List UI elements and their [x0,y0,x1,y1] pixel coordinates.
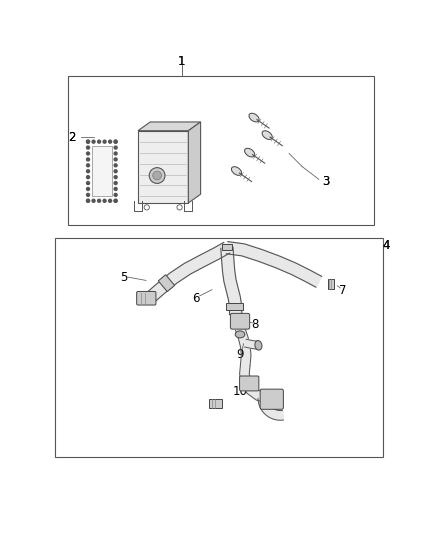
Circle shape [86,193,90,197]
Circle shape [97,140,101,144]
Text: 3: 3 [323,175,330,188]
Circle shape [86,181,90,185]
FancyBboxPatch shape [230,313,250,329]
Bar [222,244,232,250]
Circle shape [177,205,182,210]
Text: 3: 3 [323,175,330,188]
Polygon shape [146,243,230,303]
Ellipse shape [255,341,262,350]
Polygon shape [236,327,251,366]
FancyBboxPatch shape [137,292,156,305]
Polygon shape [188,122,201,203]
Circle shape [92,199,96,203]
Circle shape [113,146,118,150]
Bar [138,131,188,203]
Ellipse shape [262,131,272,140]
Circle shape [86,151,90,156]
Circle shape [86,140,90,144]
Circle shape [113,187,118,191]
Ellipse shape [235,331,245,338]
Text: 10: 10 [233,385,247,398]
Circle shape [113,151,118,156]
FancyBboxPatch shape [240,376,259,391]
Circle shape [86,146,90,150]
Text: 4: 4 [382,239,390,252]
Circle shape [113,199,118,203]
Text: 2: 2 [67,131,75,144]
Ellipse shape [244,148,255,157]
Bar [328,279,334,289]
Circle shape [102,140,107,144]
Polygon shape [221,247,242,314]
Circle shape [113,169,118,173]
Text: 9: 9 [236,349,244,361]
Bar [158,274,175,292]
Circle shape [108,199,112,203]
Polygon shape [226,241,322,287]
Text: 1: 1 [178,55,186,68]
Circle shape [113,157,118,161]
Circle shape [86,199,90,203]
Circle shape [149,168,165,183]
Polygon shape [240,365,268,402]
Polygon shape [138,122,201,131]
Circle shape [113,199,118,203]
Polygon shape [258,398,283,420]
Circle shape [86,175,90,179]
Circle shape [86,187,90,191]
Text: 8: 8 [251,318,258,331]
Bar [226,303,243,310]
Circle shape [92,140,96,144]
Circle shape [113,181,118,185]
Circle shape [108,140,112,144]
Polygon shape [244,340,258,349]
Circle shape [153,171,162,180]
Bar [68,76,374,225]
Circle shape [144,205,149,210]
Text: 11: 11 [262,399,277,413]
Bar [92,146,112,197]
Text: 5: 5 [120,271,127,284]
Text: 7: 7 [339,284,346,297]
Circle shape [86,199,90,203]
Circle shape [102,199,107,203]
Bar [209,399,222,408]
Circle shape [113,163,118,167]
Circle shape [86,140,90,144]
Ellipse shape [231,167,242,175]
Circle shape [113,140,118,144]
Ellipse shape [249,113,259,122]
Circle shape [86,157,90,161]
Circle shape [113,140,118,144]
Text: 4: 4 [382,239,390,252]
Circle shape [113,193,118,197]
FancyBboxPatch shape [260,389,283,409]
Circle shape [113,175,118,179]
Text: 6: 6 [192,292,200,304]
Circle shape [86,163,90,167]
Text: 2: 2 [67,131,75,144]
Circle shape [97,199,101,203]
Circle shape [86,169,90,173]
Bar [55,238,383,457]
Text: 1: 1 [178,55,186,68]
